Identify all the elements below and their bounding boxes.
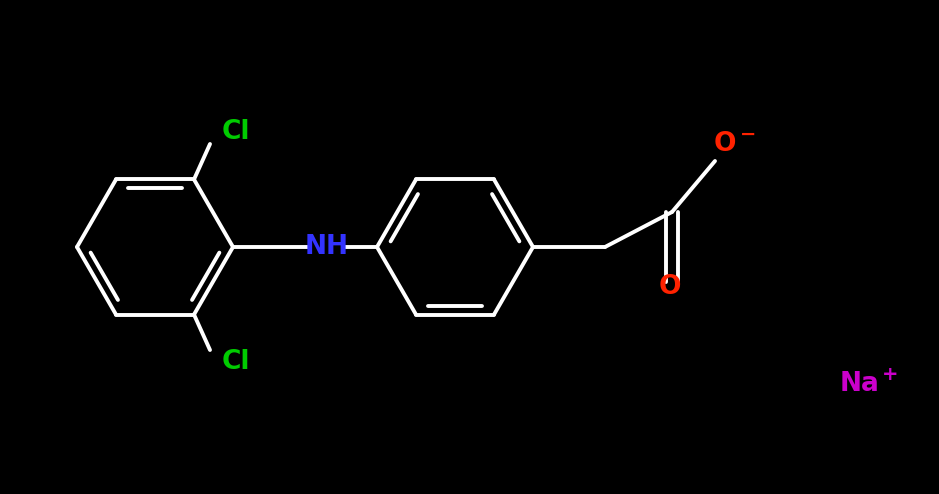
Text: O: O: [659, 274, 682, 300]
Text: O: O: [714, 131, 736, 157]
Text: +: +: [882, 365, 899, 383]
Text: −: −: [740, 124, 756, 143]
Text: Na: Na: [840, 371, 880, 397]
Text: Cl: Cl: [222, 349, 251, 375]
Text: NH: NH: [305, 234, 349, 260]
Text: Cl: Cl: [222, 119, 251, 145]
